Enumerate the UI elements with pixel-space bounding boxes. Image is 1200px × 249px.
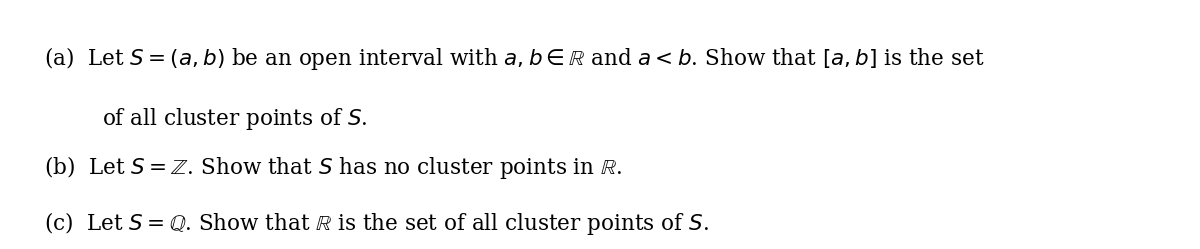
Text: (c)  Let $S = \mathbb{Q}$. Show that $\mathbb{R}$ is the set of all cluster poin: (c) Let $S = \mathbb{Q}$. Show that $\ma… — [44, 210, 709, 237]
Text: of all cluster points of $S$.: of all cluster points of $S$. — [102, 106, 367, 132]
Text: (a)  Let $S = (a, b)$ be an open interval with $a, b \in \mathbb{R}$ and $a < b$: (a) Let $S = (a, b)$ be an open interval… — [44, 45, 984, 72]
Text: (b)  Let $S = \mathbb{Z}$. Show that $S$ has no cluster points in $\mathbb{R}$.: (b) Let $S = \mathbb{Z}$. Show that $S$ … — [44, 154, 622, 181]
